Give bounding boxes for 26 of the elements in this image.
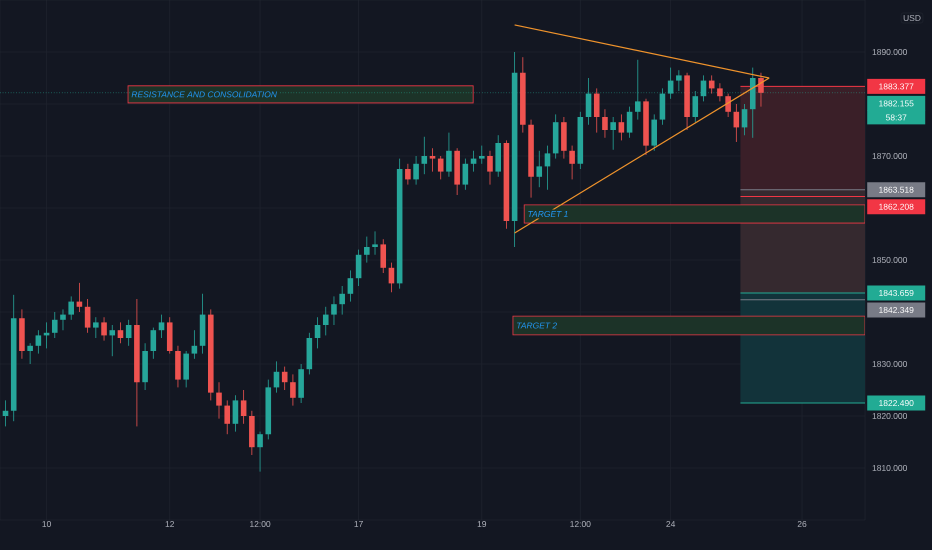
text: 58:37 [886,114,906,120]
x-tick-label: 19 [478,521,486,528]
x-tick-label: 12:00 [570,521,591,528]
x-tick-label: 12:00 [250,521,270,528]
x-tick-label: 26 [798,521,806,528]
x-tick-label: 12 [166,521,174,527]
y-tick-label: 1870.000 [872,153,908,159]
y-tick-label: 1850.000 [872,257,908,263]
y-axis-title: USD [904,15,921,21]
y-tick-label: 1830.000 [872,361,908,367]
y-tick-label: 1810.000 [872,465,908,471]
ref-line-label: 1843.659 [879,290,914,296]
ref-line-label: 1862.208 [879,204,914,210]
x-tick-label: 24 [666,521,676,527]
y-tick-label: 1820.000 [872,413,908,419]
ref-line-label: 1842.349 [879,306,914,313]
x-tick-label: 10 [42,521,51,528]
band-label: RESISTANCE AND CONSOLIDATION [132,91,277,98]
band-label: TARGET 1 [528,210,568,217]
band-label: TARGET 2 [517,322,557,329]
x-tick-label: 17 [354,521,363,527]
y-tick-label: 1890.000 [872,49,908,55]
ref-line-label: 1882.155 [879,100,914,106]
ref-line-label: 1822.490 [879,400,914,406]
ref-line-label: 1863.518 [879,186,914,193]
ref-line-label: 1883.377 [879,83,914,90]
